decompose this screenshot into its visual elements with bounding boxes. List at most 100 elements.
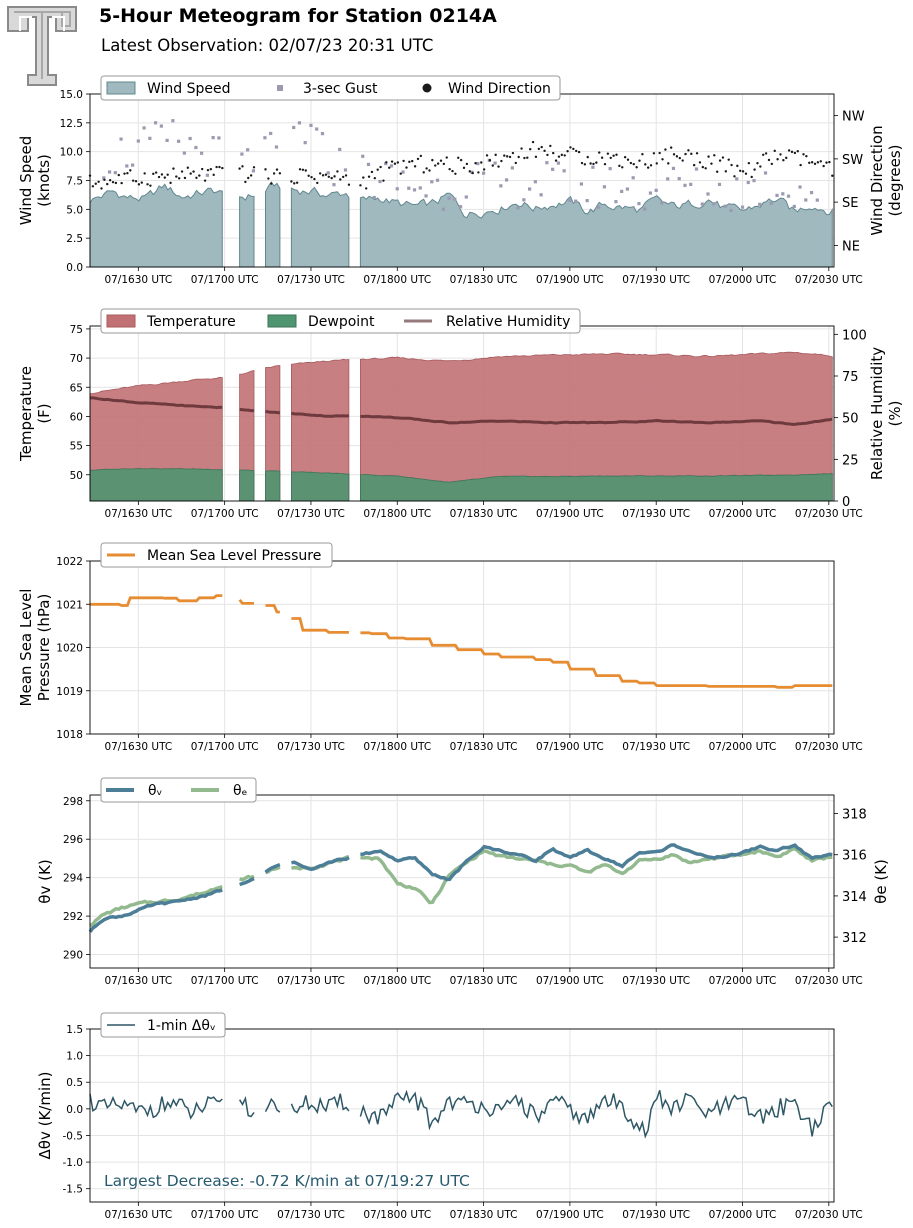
direction-point bbox=[330, 176, 333, 180]
gust-point bbox=[130, 163, 135, 167]
direction-point bbox=[212, 173, 215, 177]
direction-point bbox=[802, 153, 805, 156]
direction-point bbox=[606, 152, 610, 155]
gust-point bbox=[424, 194, 428, 198]
gust-point bbox=[620, 189, 624, 194]
dewpoint-area bbox=[89, 468, 223, 502]
direction-point bbox=[339, 178, 342, 181]
gust-point bbox=[671, 166, 676, 171]
gust-point bbox=[510, 166, 514, 170]
gust-point bbox=[545, 161, 549, 165]
direction-point bbox=[505, 155, 509, 158]
direction-point bbox=[278, 172, 282, 175]
direction-point bbox=[511, 151, 515, 155]
direction-point bbox=[796, 150, 799, 153]
gust-point bbox=[516, 206, 520, 210]
direction-point bbox=[396, 161, 400, 164]
x-tick-label: 07/1830 UTC bbox=[450, 274, 518, 286]
gust-point bbox=[159, 124, 163, 128]
gust-point bbox=[171, 119, 175, 123]
direction-point bbox=[750, 175, 753, 179]
x-tick-label: 07/2030 UTC bbox=[795, 741, 863, 753]
direction-point bbox=[477, 171, 480, 174]
direction-point bbox=[270, 182, 273, 185]
direction-point bbox=[169, 181, 172, 185]
gust-point bbox=[481, 171, 486, 175]
direction-point bbox=[434, 164, 437, 167]
direction-point bbox=[149, 184, 152, 187]
y-tick-label: 0.5 bbox=[66, 1077, 83, 1089]
direction-point bbox=[275, 168, 279, 171]
gust-point bbox=[579, 182, 583, 186]
y-tick-label: 298 bbox=[63, 796, 83, 808]
gust-point bbox=[148, 136, 152, 140]
x-tick-label: 07/2030 UTC bbox=[795, 1209, 863, 1221]
x-tick-label: 07/1700 UTC bbox=[191, 1209, 259, 1221]
direction-point bbox=[808, 161, 811, 165]
y2-tick-label: 316 bbox=[842, 849, 867, 864]
temperature-area bbox=[360, 351, 833, 502]
gust-point bbox=[182, 151, 186, 155]
direction-point bbox=[143, 172, 146, 175]
pressure-line bbox=[90, 594, 223, 607]
y-axis-label: (F) bbox=[35, 403, 53, 423]
y-tick-label: -1.0 bbox=[63, 1157, 84, 1169]
direction-point bbox=[316, 181, 319, 185]
direction-point bbox=[376, 168, 379, 171]
gust-point bbox=[735, 177, 739, 181]
direction-point bbox=[684, 152, 687, 156]
y-tick-label: 5.0 bbox=[66, 204, 83, 216]
direction-point bbox=[134, 180, 138, 183]
direction-point bbox=[238, 167, 241, 170]
direction-point bbox=[166, 173, 169, 176]
direction-point bbox=[583, 163, 587, 166]
x-tick-label: 07/1700 UTC bbox=[191, 274, 259, 286]
direction-point bbox=[416, 157, 420, 161]
direction-point bbox=[534, 155, 538, 159]
y-tick-label: 0.0 bbox=[66, 1104, 83, 1116]
direction-point bbox=[721, 156, 725, 159]
delta-theta-line bbox=[359, 1089, 833, 1139]
direction-point bbox=[218, 165, 221, 169]
direction-point bbox=[247, 176, 250, 180]
direction-point bbox=[457, 156, 460, 160]
x-tick-label: 07/2000 UTC bbox=[709, 1209, 777, 1221]
direction-point bbox=[520, 147, 523, 150]
x-tick-label: 07/1730 UTC bbox=[277, 508, 345, 520]
direction-point bbox=[782, 159, 785, 162]
direction-point bbox=[264, 168, 267, 171]
theta-v-line bbox=[88, 888, 223, 933]
gust-point bbox=[683, 183, 687, 187]
direction-point bbox=[621, 166, 624, 169]
direction-point bbox=[189, 172, 192, 175]
direction-point bbox=[756, 161, 759, 165]
y2-tick-label: SE bbox=[842, 196, 858, 211]
direction-point bbox=[822, 164, 825, 168]
direction-point bbox=[655, 162, 658, 165]
direction-point bbox=[140, 181, 143, 184]
direction-point bbox=[678, 156, 681, 160]
direction-point bbox=[713, 154, 716, 157]
direction-point bbox=[831, 174, 834, 177]
direction-point bbox=[120, 181, 123, 185]
y-axis-label: Wind Speed bbox=[17, 136, 35, 226]
direction-point bbox=[635, 166, 638, 169]
y2-axis-label: Wind Direction bbox=[868, 125, 886, 235]
gust-point bbox=[332, 183, 336, 187]
gust-point bbox=[464, 195, 468, 199]
gust-point bbox=[246, 148, 250, 152]
gust-point bbox=[781, 192, 785, 196]
gust-point bbox=[533, 180, 537, 184]
direction-point bbox=[805, 154, 808, 158]
legend-label: Mean Sea Level Pressure bbox=[147, 548, 321, 564]
humidity-line bbox=[360, 414, 833, 426]
y-tick-label: 60 bbox=[70, 411, 83, 423]
direction-point bbox=[382, 179, 385, 182]
x-tick-label: 07/1630 UTC bbox=[104, 508, 172, 520]
direction-point bbox=[172, 167, 175, 170]
direction-point bbox=[209, 167, 213, 171]
y-tick-label: 65 bbox=[70, 382, 83, 394]
y-axis-label: (knots) bbox=[35, 154, 53, 207]
direction-point bbox=[379, 165, 382, 169]
x-tick-label: 07/1730 UTC bbox=[277, 975, 345, 987]
